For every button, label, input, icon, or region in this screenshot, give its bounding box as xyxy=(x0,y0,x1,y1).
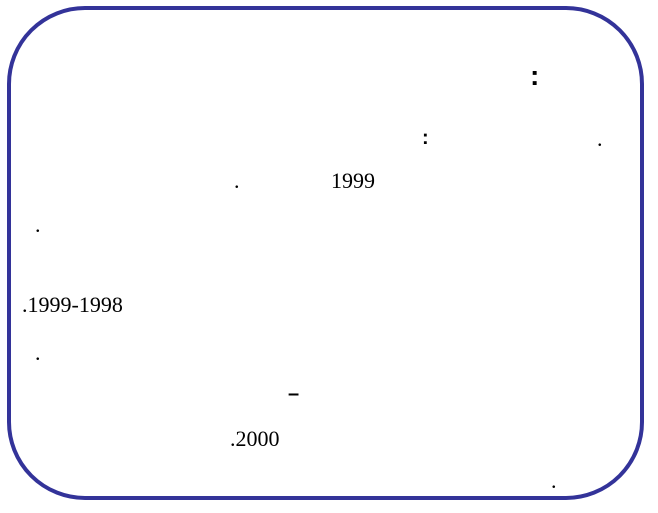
rounded-border-frame xyxy=(7,6,644,500)
line7-year: .2000 xyxy=(230,426,280,451)
line8-dot: . xyxy=(551,468,557,493)
heading-colon: : xyxy=(530,60,540,91)
line4-years: .1999-1998 xyxy=(22,292,123,317)
line5-dot: . xyxy=(35,340,41,365)
line2-dot: . xyxy=(234,168,240,193)
line3-dot: . xyxy=(35,212,41,237)
line1-dot: . xyxy=(597,126,603,151)
line1-colon: : xyxy=(422,127,429,149)
line6-dash: – xyxy=(288,383,300,405)
line2-year: 1999 xyxy=(331,168,375,193)
